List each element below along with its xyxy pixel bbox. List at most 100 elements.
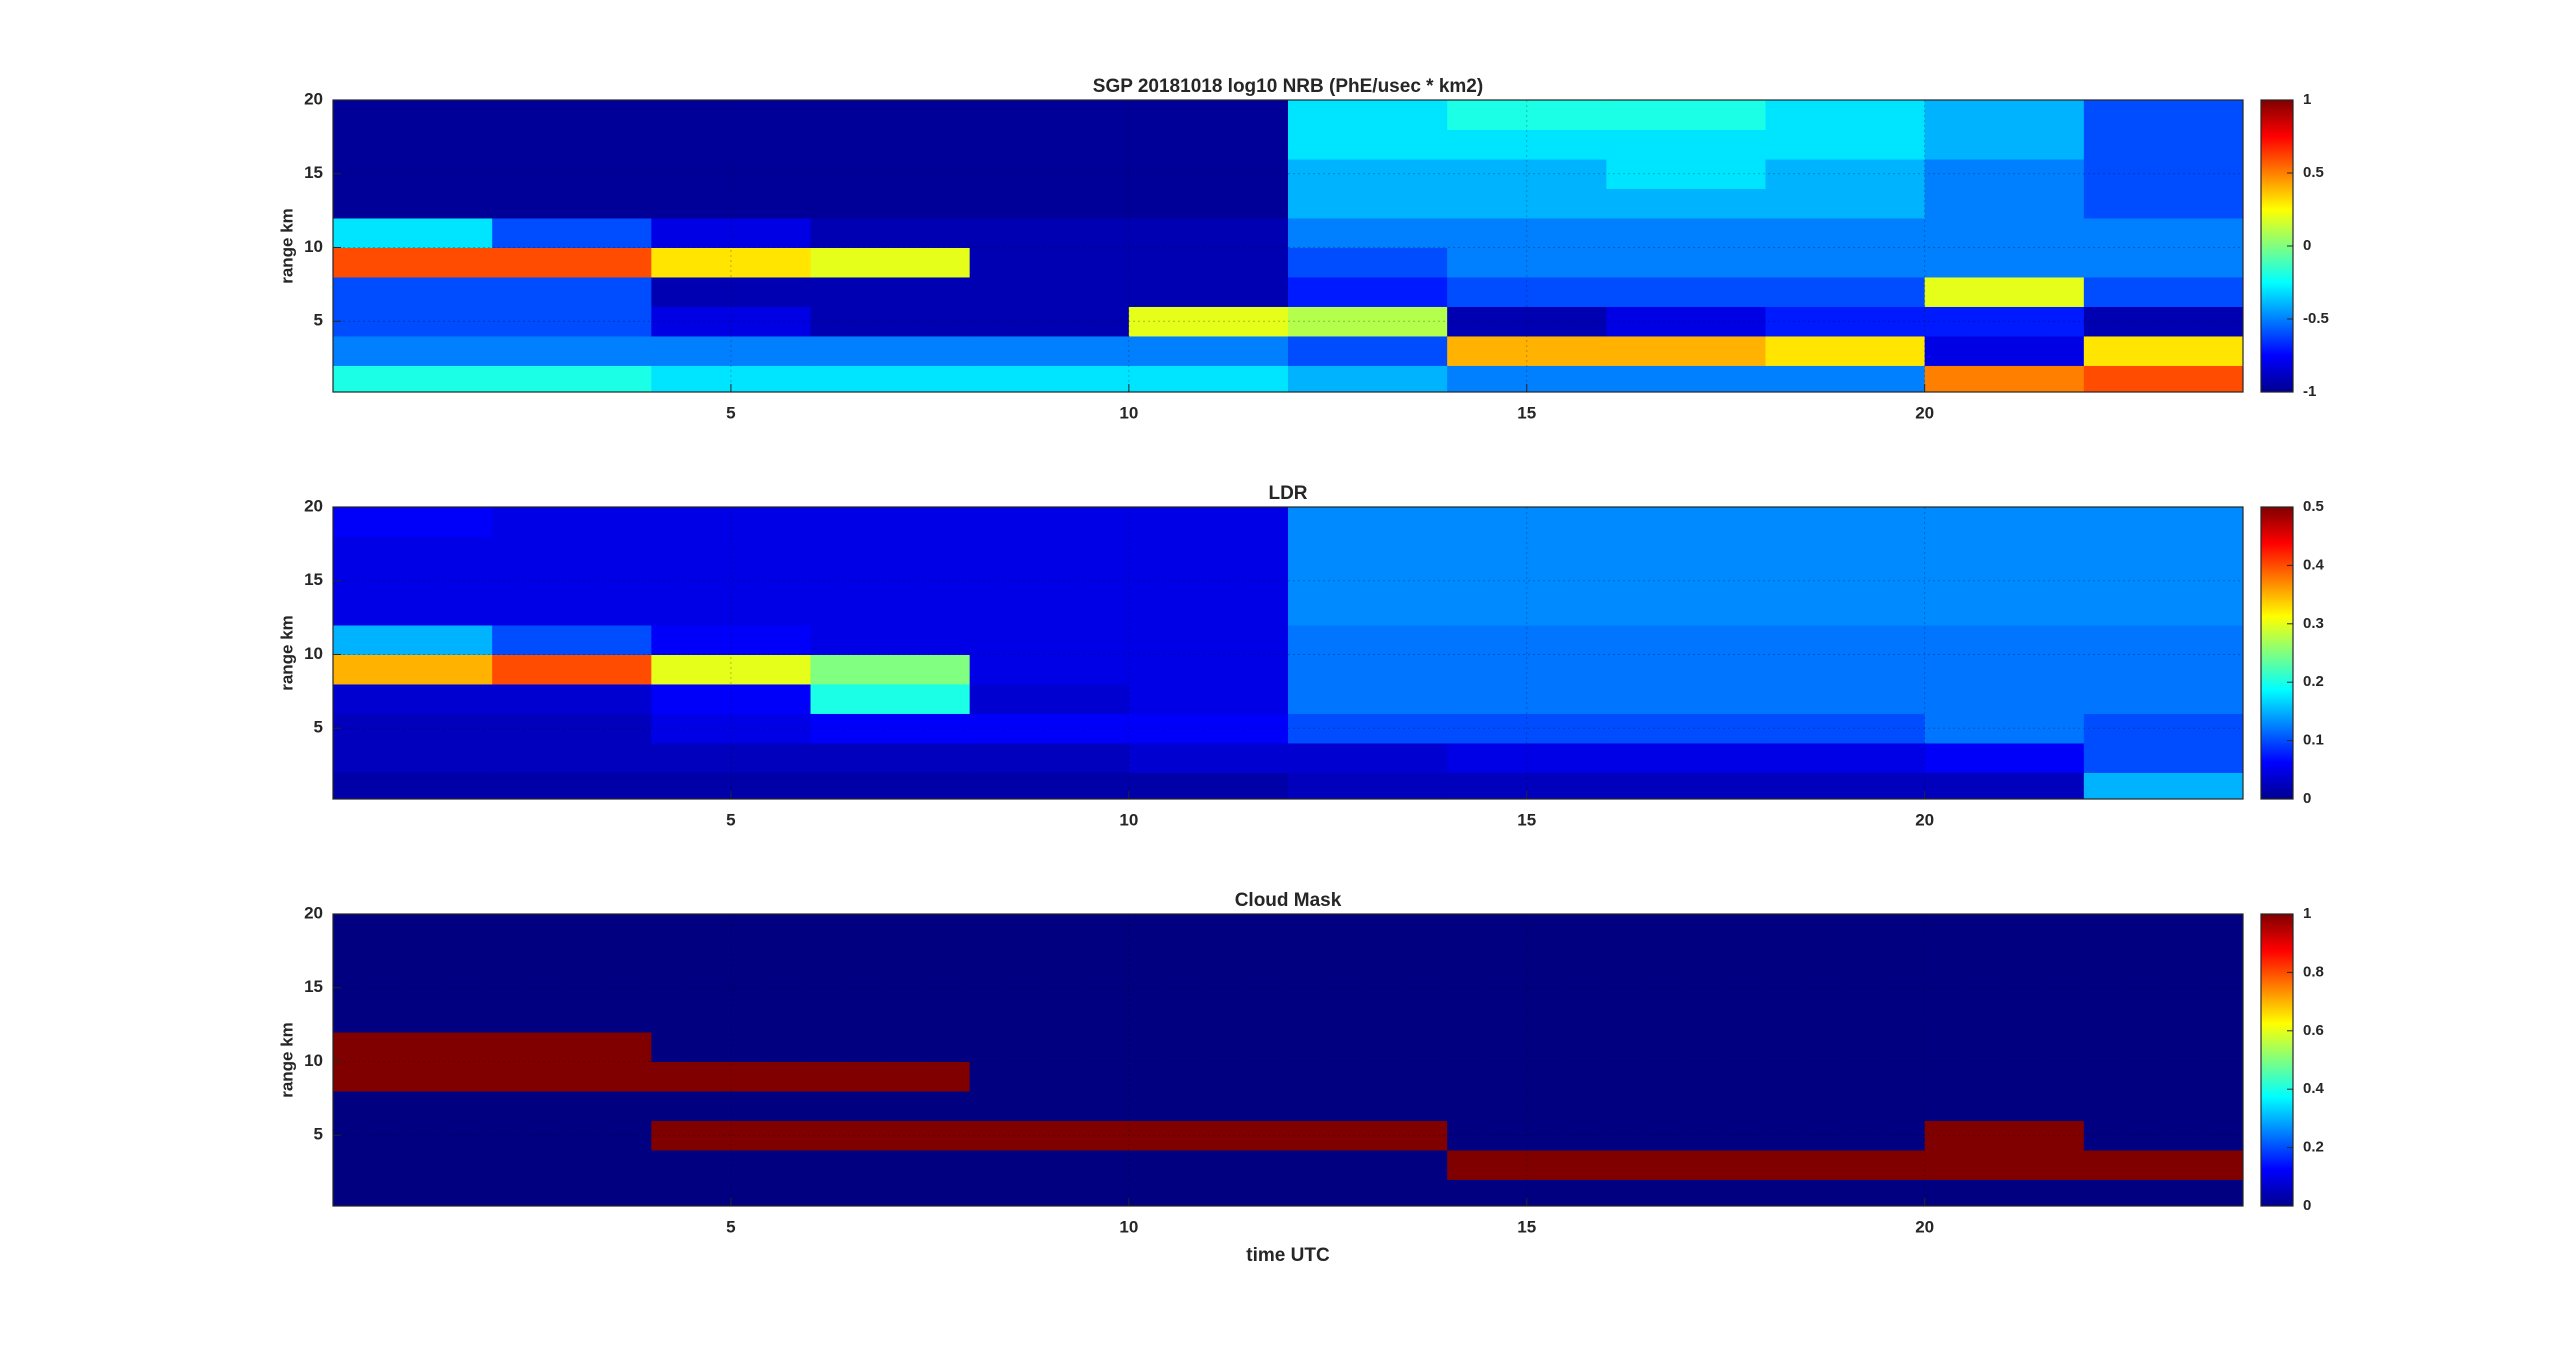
heatmap-cell bbox=[1288, 129, 1448, 160]
heatmap-cell bbox=[810, 1031, 971, 1062]
heatmap-cell bbox=[1288, 188, 1448, 219]
heatmap-cell bbox=[1924, 1120, 2085, 1151]
heatmap-cell bbox=[1924, 129, 2085, 160]
heatmap-cell bbox=[1447, 1061, 1607, 1092]
heatmap-cell bbox=[1288, 1120, 1448, 1151]
x-tick-label: 20 bbox=[1915, 403, 1934, 422]
heatmap-cell bbox=[969, 742, 1130, 773]
heatmap-cell bbox=[2083, 565, 2244, 596]
heatmap-cell bbox=[1447, 335, 1607, 366]
heatmap-cell bbox=[1765, 772, 1926, 800]
heatmap-cell bbox=[333, 1031, 493, 1062]
colorbar-tick-label: 0 bbox=[2303, 237, 2311, 254]
heatmap-cell bbox=[1765, 1090, 1926, 1121]
heatmap-cell bbox=[2083, 972, 2244, 1003]
heatmap-cell bbox=[2083, 247, 2244, 278]
heatmap-cell bbox=[2083, 1061, 2244, 1092]
heatmap-cell bbox=[1765, 306, 1926, 337]
heatmap-cell bbox=[810, 217, 971, 248]
heatmap-cell bbox=[1128, 365, 1289, 393]
heatmap-cell bbox=[1924, 565, 2085, 596]
heatmap-cell bbox=[969, 306, 1130, 337]
heatmap-cell bbox=[1765, 914, 1926, 944]
x-tick-label: 15 bbox=[1517, 1217, 1536, 1236]
heatmap-cell bbox=[492, 914, 652, 944]
y-axis-label: range km bbox=[277, 208, 296, 284]
heatmap-cell bbox=[1765, 365, 1926, 393]
heatmap-cell bbox=[2083, 1031, 2244, 1062]
heatmap-cell bbox=[1128, 158, 1289, 189]
heatmap-cell bbox=[1924, 1179, 2085, 1207]
colorbar-tick-label: -0.5 bbox=[2303, 310, 2329, 327]
heatmap-cell bbox=[1765, 713, 1926, 744]
heatmap-cell bbox=[1765, 247, 1926, 278]
heatmap-cell bbox=[969, 914, 1130, 944]
heatmap-cell bbox=[1447, 129, 1607, 160]
heatmap-cell bbox=[810, 247, 971, 278]
heatmap-cell bbox=[2083, 772, 2244, 800]
heatmap-cell bbox=[651, 276, 811, 307]
colorbar bbox=[2260, 506, 2294, 800]
heatmap-cell bbox=[1447, 507, 1607, 537]
heatmap-cell bbox=[1606, 335, 1766, 366]
heatmap-cell bbox=[969, 972, 1130, 1003]
plot-frame bbox=[332, 99, 2244, 393]
heatmap-cell bbox=[1128, 1090, 1289, 1121]
heatmap-cell bbox=[492, 306, 652, 337]
heatmap-cell bbox=[651, 129, 811, 160]
heatmap-cell bbox=[1606, 188, 1766, 219]
colorbar-tick-label: 0 bbox=[2303, 790, 2311, 807]
heatmap-cell bbox=[1924, 943, 2085, 974]
heatmap-cell bbox=[1447, 972, 1607, 1003]
heatmap-cell bbox=[810, 1090, 971, 1121]
heatmap-cell bbox=[1288, 943, 1448, 974]
x-tick-label: 10 bbox=[1119, 403, 1138, 422]
heatmap-cell bbox=[810, 365, 971, 393]
heatmap-cell bbox=[1288, 683, 1448, 714]
heatmap-cell bbox=[969, 158, 1130, 189]
heatmap-cell bbox=[969, 276, 1130, 307]
heatmap-cell bbox=[651, 1061, 811, 1092]
heatmap-cell bbox=[333, 536, 493, 567]
heatmap-cell bbox=[1765, 1120, 1926, 1151]
heatmap-cell bbox=[651, 247, 811, 278]
heatmap-cell bbox=[651, 713, 811, 744]
heatmap-cell bbox=[1606, 217, 1766, 248]
colorbar-tick-label: 0.3 bbox=[2303, 615, 2324, 632]
heatmap-cell bbox=[969, 217, 1130, 248]
heatmap-cell bbox=[2083, 536, 2244, 567]
heatmap-cell bbox=[1606, 1031, 1766, 1062]
heatmap-cell bbox=[1606, 1061, 1766, 1092]
heatmap-cell bbox=[651, 595, 811, 626]
heatmap-cell bbox=[810, 1149, 971, 1180]
heatmap-cell bbox=[2083, 1179, 2244, 1207]
heatmap-cell bbox=[1447, 1149, 1607, 1180]
heatmap-cell bbox=[1128, 683, 1289, 714]
heatmap-cell bbox=[810, 772, 971, 800]
heatmap-cell bbox=[1128, 507, 1289, 537]
heatmap-cell bbox=[333, 914, 493, 944]
y-tick-label: 5 bbox=[314, 311, 323, 330]
heatmap-cell bbox=[1765, 276, 1926, 307]
heatmap-cell bbox=[333, 943, 493, 974]
y-tick-label: 10 bbox=[304, 237, 323, 256]
heatmap-cell bbox=[333, 1179, 493, 1207]
heatmap-cell bbox=[1288, 276, 1448, 307]
heatmap-cell bbox=[1447, 306, 1607, 337]
heatmap-cell bbox=[333, 1061, 493, 1092]
heatmap-cell bbox=[1128, 972, 1289, 1003]
heatmap-cell bbox=[969, 1002, 1130, 1033]
plot-frame bbox=[332, 506, 2244, 800]
heatmap-cell bbox=[1924, 624, 2085, 655]
heatmap-cell bbox=[1924, 683, 2085, 714]
heatmap-cell bbox=[1447, 595, 1607, 626]
heatmap-cell bbox=[810, 1061, 971, 1092]
heatmap-cell bbox=[1447, 565, 1607, 596]
heatmap-cell bbox=[333, 1149, 493, 1180]
heatmap-cell bbox=[1924, 1031, 2085, 1062]
heatmap-cell bbox=[969, 100, 1130, 130]
heatmap-cell bbox=[492, 1090, 652, 1121]
heatmap-cell bbox=[1447, 683, 1607, 714]
y-tick-label: 10 bbox=[304, 1051, 323, 1070]
